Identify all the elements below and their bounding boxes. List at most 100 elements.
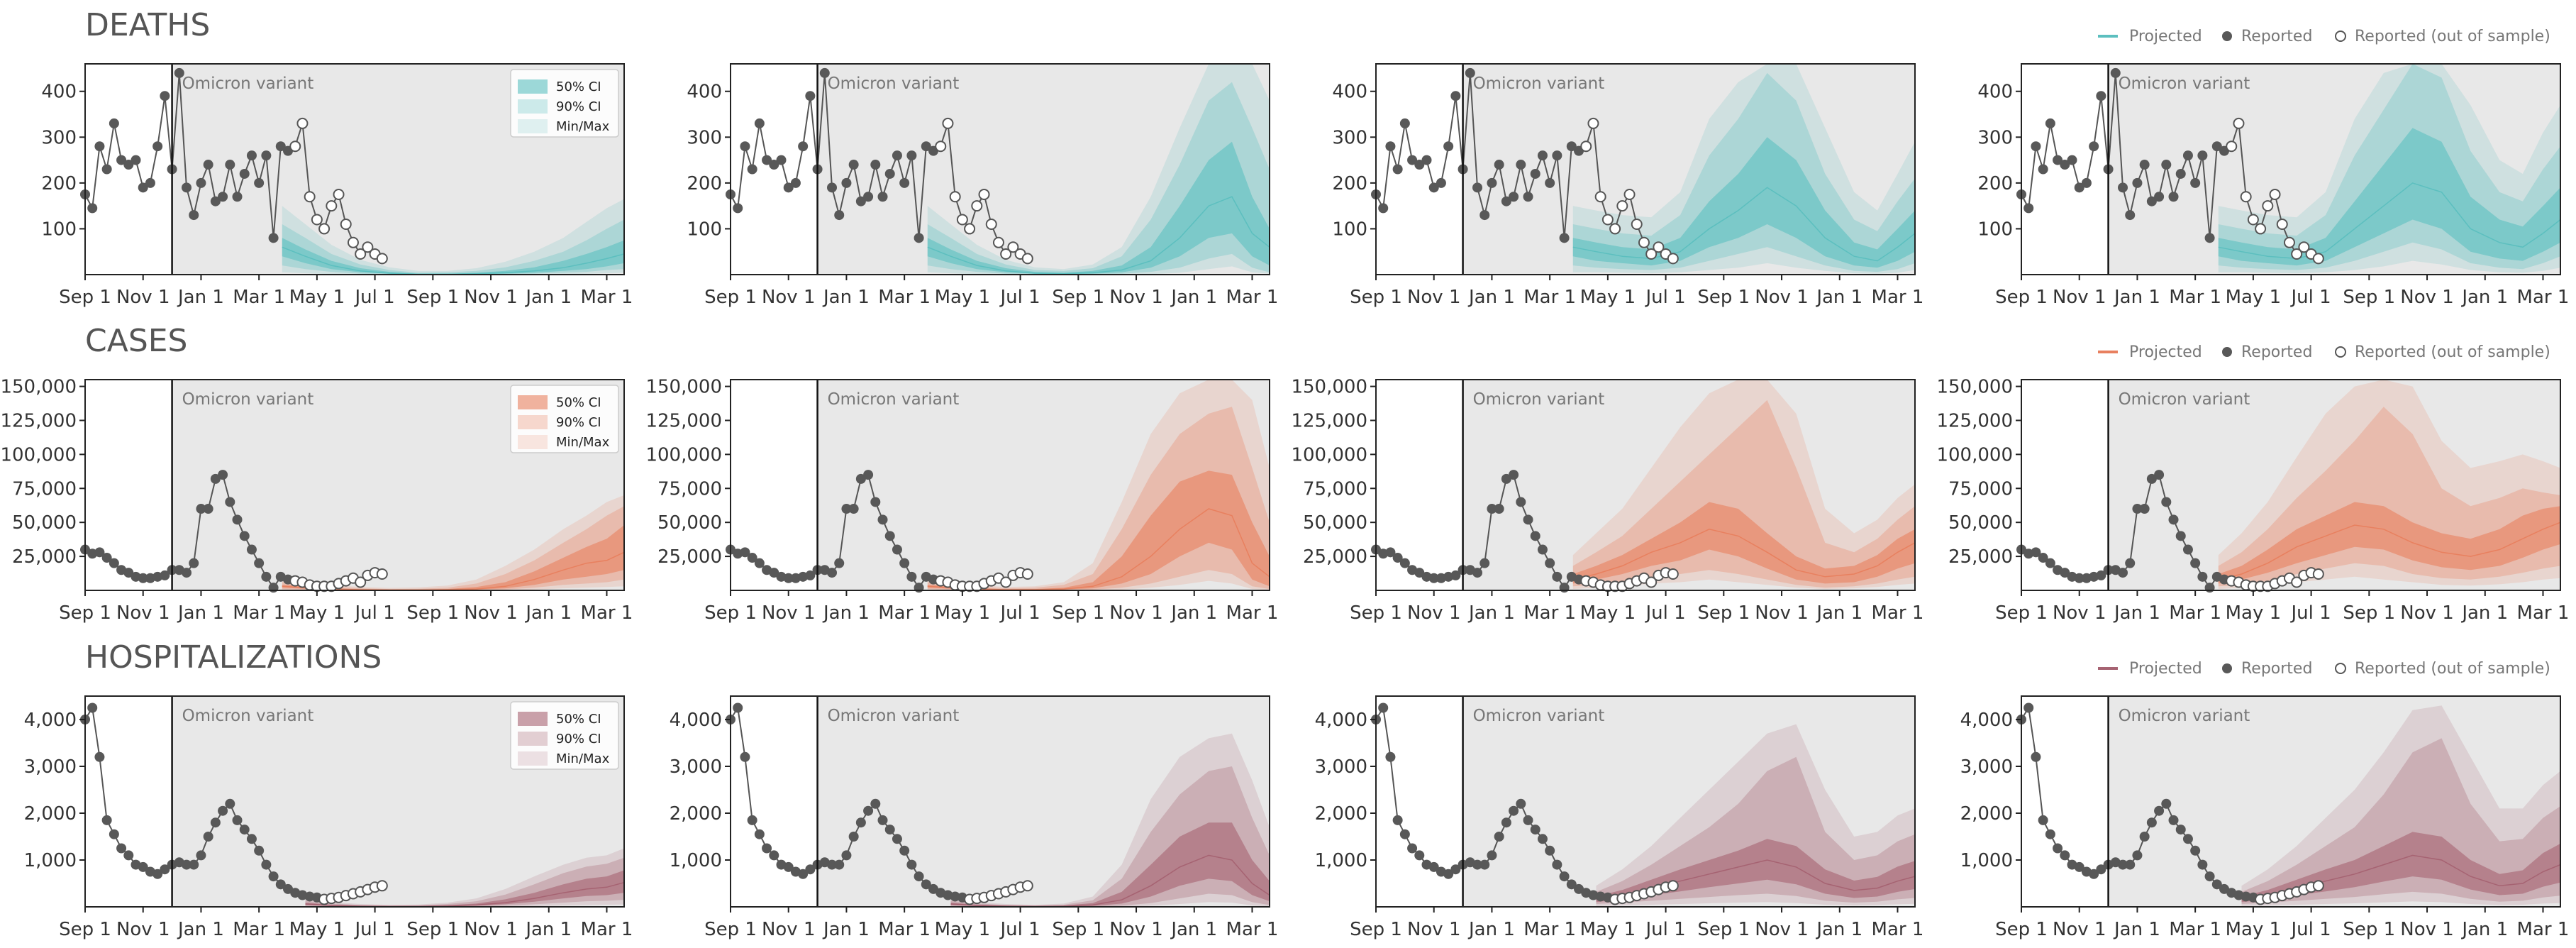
reported-swatch: [2222, 663, 2232, 673]
variant-label: Omicron variant: [828, 707, 960, 725]
y-tick-label: 150,000: [1936, 377, 2013, 398]
reported-point: [2089, 141, 2099, 152]
reported-point: [232, 192, 243, 202]
x-tick-label: May 1: [289, 287, 345, 308]
y-tick-label: 300: [1332, 127, 1367, 148]
reported-point: [1399, 118, 1410, 128]
reported-point: [210, 473, 221, 484]
variant-label: Omicron variant: [2119, 75, 2250, 93]
x-tick-label: Nov 1: [464, 287, 518, 308]
reported-point: [1552, 859, 1562, 870]
reported-point: [189, 859, 199, 870]
reported-point: [2053, 843, 2063, 854]
ci50-legend-label: 50% CI: [556, 395, 601, 410]
reported-point: [2204, 583, 2215, 593]
oos-point: [376, 568, 388, 580]
reported-point: [2175, 531, 2186, 541]
oos-point: [1609, 223, 1621, 235]
x-tick-label: Nov 1: [464, 602, 518, 624]
reported-point: [2161, 160, 2172, 170]
median-projection-line: [2218, 522, 2561, 580]
x-tick-label: Jul 1: [2290, 602, 2331, 624]
reported-point: [754, 118, 765, 128]
reported-point: [2060, 568, 2070, 578]
oos-point: [1667, 880, 1679, 892]
hospitalizations-panel-1: Omicron variant 1,000 2,000 3,000 4,000 Sep 1…: [24, 695, 633, 940]
minmax-band: [1596, 724, 1915, 906]
oos-point: [1645, 248, 1658, 260]
reported-point: [892, 150, 902, 161]
reported-point: [2204, 871, 2215, 882]
reported-point: [1421, 155, 1432, 165]
reported-point: [1516, 160, 1526, 170]
oos-point: [362, 241, 374, 253]
oos-point: [1021, 880, 1033, 892]
reported-point: [1552, 571, 1562, 582]
oos-point: [296, 117, 309, 129]
oos-point: [311, 214, 323, 226]
oos-point: [978, 189, 990, 201]
reported-point: [747, 553, 757, 563]
y-tick-label: 100: [1332, 219, 1367, 240]
ci-legend: 50% CI 90% CI Min/Max: [510, 701, 619, 770]
x-tick-label: Nov 1: [1755, 602, 1809, 624]
reported-point: [855, 196, 866, 206]
x-tick-label: Sep 1: [406, 287, 459, 308]
reported-point: [2132, 850, 2143, 861]
y-tick-label: 50,000: [1948, 512, 2013, 534]
reported-point: [2197, 859, 2208, 870]
reported-point: [1487, 504, 1497, 514]
reported-point: [123, 568, 134, 578]
reported-point: [1385, 547, 1396, 558]
variant-label: Omicron variant: [182, 390, 314, 409]
oos-point: [318, 223, 331, 235]
x-tick-label: May 1: [289, 919, 345, 940]
reported-point: [819, 67, 830, 78]
reported-point: [899, 558, 910, 568]
x-tick-label: Sep 1: [1350, 287, 1402, 308]
reported-point: [2161, 798, 2172, 809]
y-tick-label: 75,000: [12, 478, 77, 500]
reported-point: [189, 558, 199, 568]
reported-point: [1501, 473, 1511, 484]
x-tick-label: Mar 1: [1872, 287, 1924, 308]
y-tick-label: 1,000: [24, 850, 77, 871]
x-tick-label: Nov 1: [1109, 919, 1163, 940]
minmax-legend-label: Min/Max: [556, 119, 610, 134]
oos-point: [2276, 218, 2288, 230]
reported-point: [2132, 504, 2143, 514]
reported-point: [747, 164, 757, 175]
reported-point: [863, 192, 874, 202]
hospitalizations-panel-3: Omicron variant 1,000 2,000 3,000 4,000 Sep 1…: [1315, 695, 1924, 940]
oos-point: [2312, 253, 2324, 265]
y-tick-label: 400: [1332, 82, 1367, 103]
oos-point: [2262, 200, 2274, 212]
y-tick-label: 4,000: [1315, 710, 1367, 731]
reported-point: [870, 160, 881, 170]
reported-point: [196, 177, 206, 188]
x-tick-label: Nov 1: [116, 287, 170, 308]
variant-label: Omicron variant: [1473, 75, 1605, 93]
reported-point: [769, 850, 779, 861]
x-tick-label: Nov 1: [2400, 287, 2454, 308]
x-tick-label: Nov 1: [1109, 602, 1163, 624]
x-tick-label: Jan 1: [2460, 919, 2508, 940]
legend-oos-label: Reported (out of sample): [2355, 28, 2550, 45]
x-tick-label: Nov 1: [1407, 602, 1461, 624]
variant-label: Omicron variant: [182, 75, 314, 93]
x-tick-label: Mar 1: [2517, 919, 2570, 940]
y-tick-label: 400: [687, 82, 722, 103]
y-tick-label: 200: [1977, 173, 2013, 194]
plot-frame: [2021, 63, 2561, 275]
reported-point: [138, 182, 148, 193]
minmax-band: [2241, 705, 2560, 906]
median-projection-line: [927, 196, 1270, 275]
reported-point: [1537, 544, 1548, 555]
pre-variant-background: [1376, 380, 1463, 590]
x-tick-label: Mar 1: [1872, 919, 1924, 940]
reported-point: [1494, 832, 1504, 842]
oos-point: [1021, 253, 1033, 265]
reported-point: [116, 843, 127, 854]
